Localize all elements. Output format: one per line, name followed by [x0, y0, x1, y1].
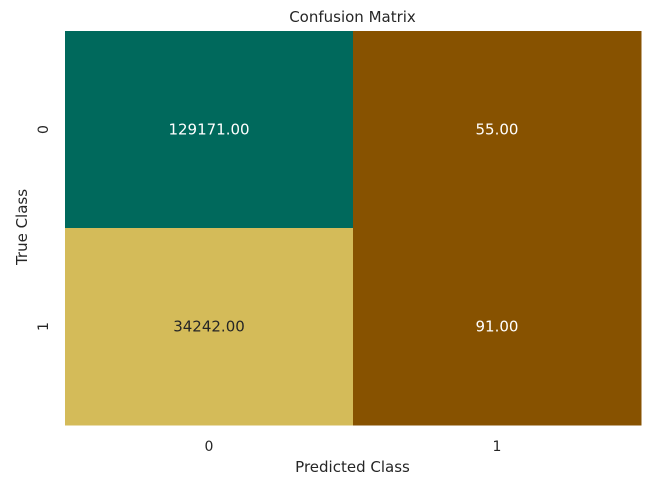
heatmap-cell-1-0 [65, 228, 354, 426]
cell-value-label-1-0: 34242.00 [173, 318, 245, 336]
heatmap-cell-1-1 [353, 228, 642, 426]
heatmap-cells: 129171.00 55.00 34242.00 91.00 [65, 31, 642, 426]
y-axis-label: True Class [13, 189, 31, 266]
chart-title: Confusion Matrix [289, 8, 416, 26]
y-tick-label-1: 1 [36, 322, 52, 331]
cell-value-label-0-1: 55.00 [476, 121, 519, 139]
heatmap-cell-0-0 [65, 31, 354, 229]
y-tick-label-0: 0 [36, 125, 52, 134]
x-tick-label-1: 1 [493, 439, 502, 455]
x-axis-label: Predicted Class [295, 458, 410, 476]
y-tick-labels: 01 [36, 125, 52, 331]
x-tick-label-0: 0 [205, 439, 214, 455]
cell-value-label-1-1: 91.00 [476, 318, 519, 336]
heatmap-cell-0-1 [353, 31, 642, 229]
cell-value-label-0-0: 129171.00 [168, 121, 249, 139]
